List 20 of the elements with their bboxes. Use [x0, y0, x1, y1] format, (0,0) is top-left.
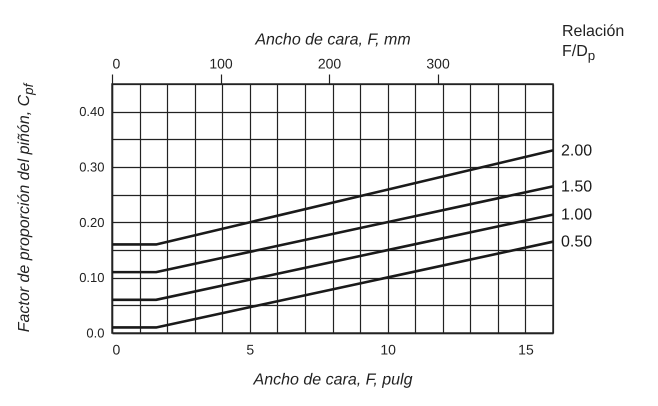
- x2-tick-label: 0: [112, 56, 120, 72]
- x2-tick-label: 200: [318, 56, 342, 72]
- x2-axis-title: Ancho de cara, F, mm: [254, 32, 411, 48]
- y-tick-label: 0.10: [79, 270, 104, 286]
- series-label: 1.50: [561, 178, 592, 196]
- legend-title: Relación F/D$_{p}$: [562, 22, 626, 66]
- x2-tick-label: 100: [209, 56, 233, 72]
- y-tick-label: 0.0: [86, 326, 104, 340]
- series-label: 1.00: [561, 206, 592, 224]
- series-label: 2.00: [561, 142, 592, 160]
- series-label: 0.50: [561, 234, 592, 251]
- x-tick-label: 15: [518, 342, 534, 358]
- y-tick-label: 0.20: [79, 214, 104, 230]
- x-tick-label: 5: [246, 342, 254, 358]
- x-tick-label: 0: [112, 342, 120, 358]
- y-tick-label: 0.30: [79, 160, 104, 174]
- x-tick-label: 10: [380, 342, 396, 358]
- y-tick-label: 0.40: [79, 104, 104, 120]
- x-axis-title: Ancho de cara, F, pulg: [252, 372, 413, 388]
- x2-tick-label: 300: [426, 56, 450, 72]
